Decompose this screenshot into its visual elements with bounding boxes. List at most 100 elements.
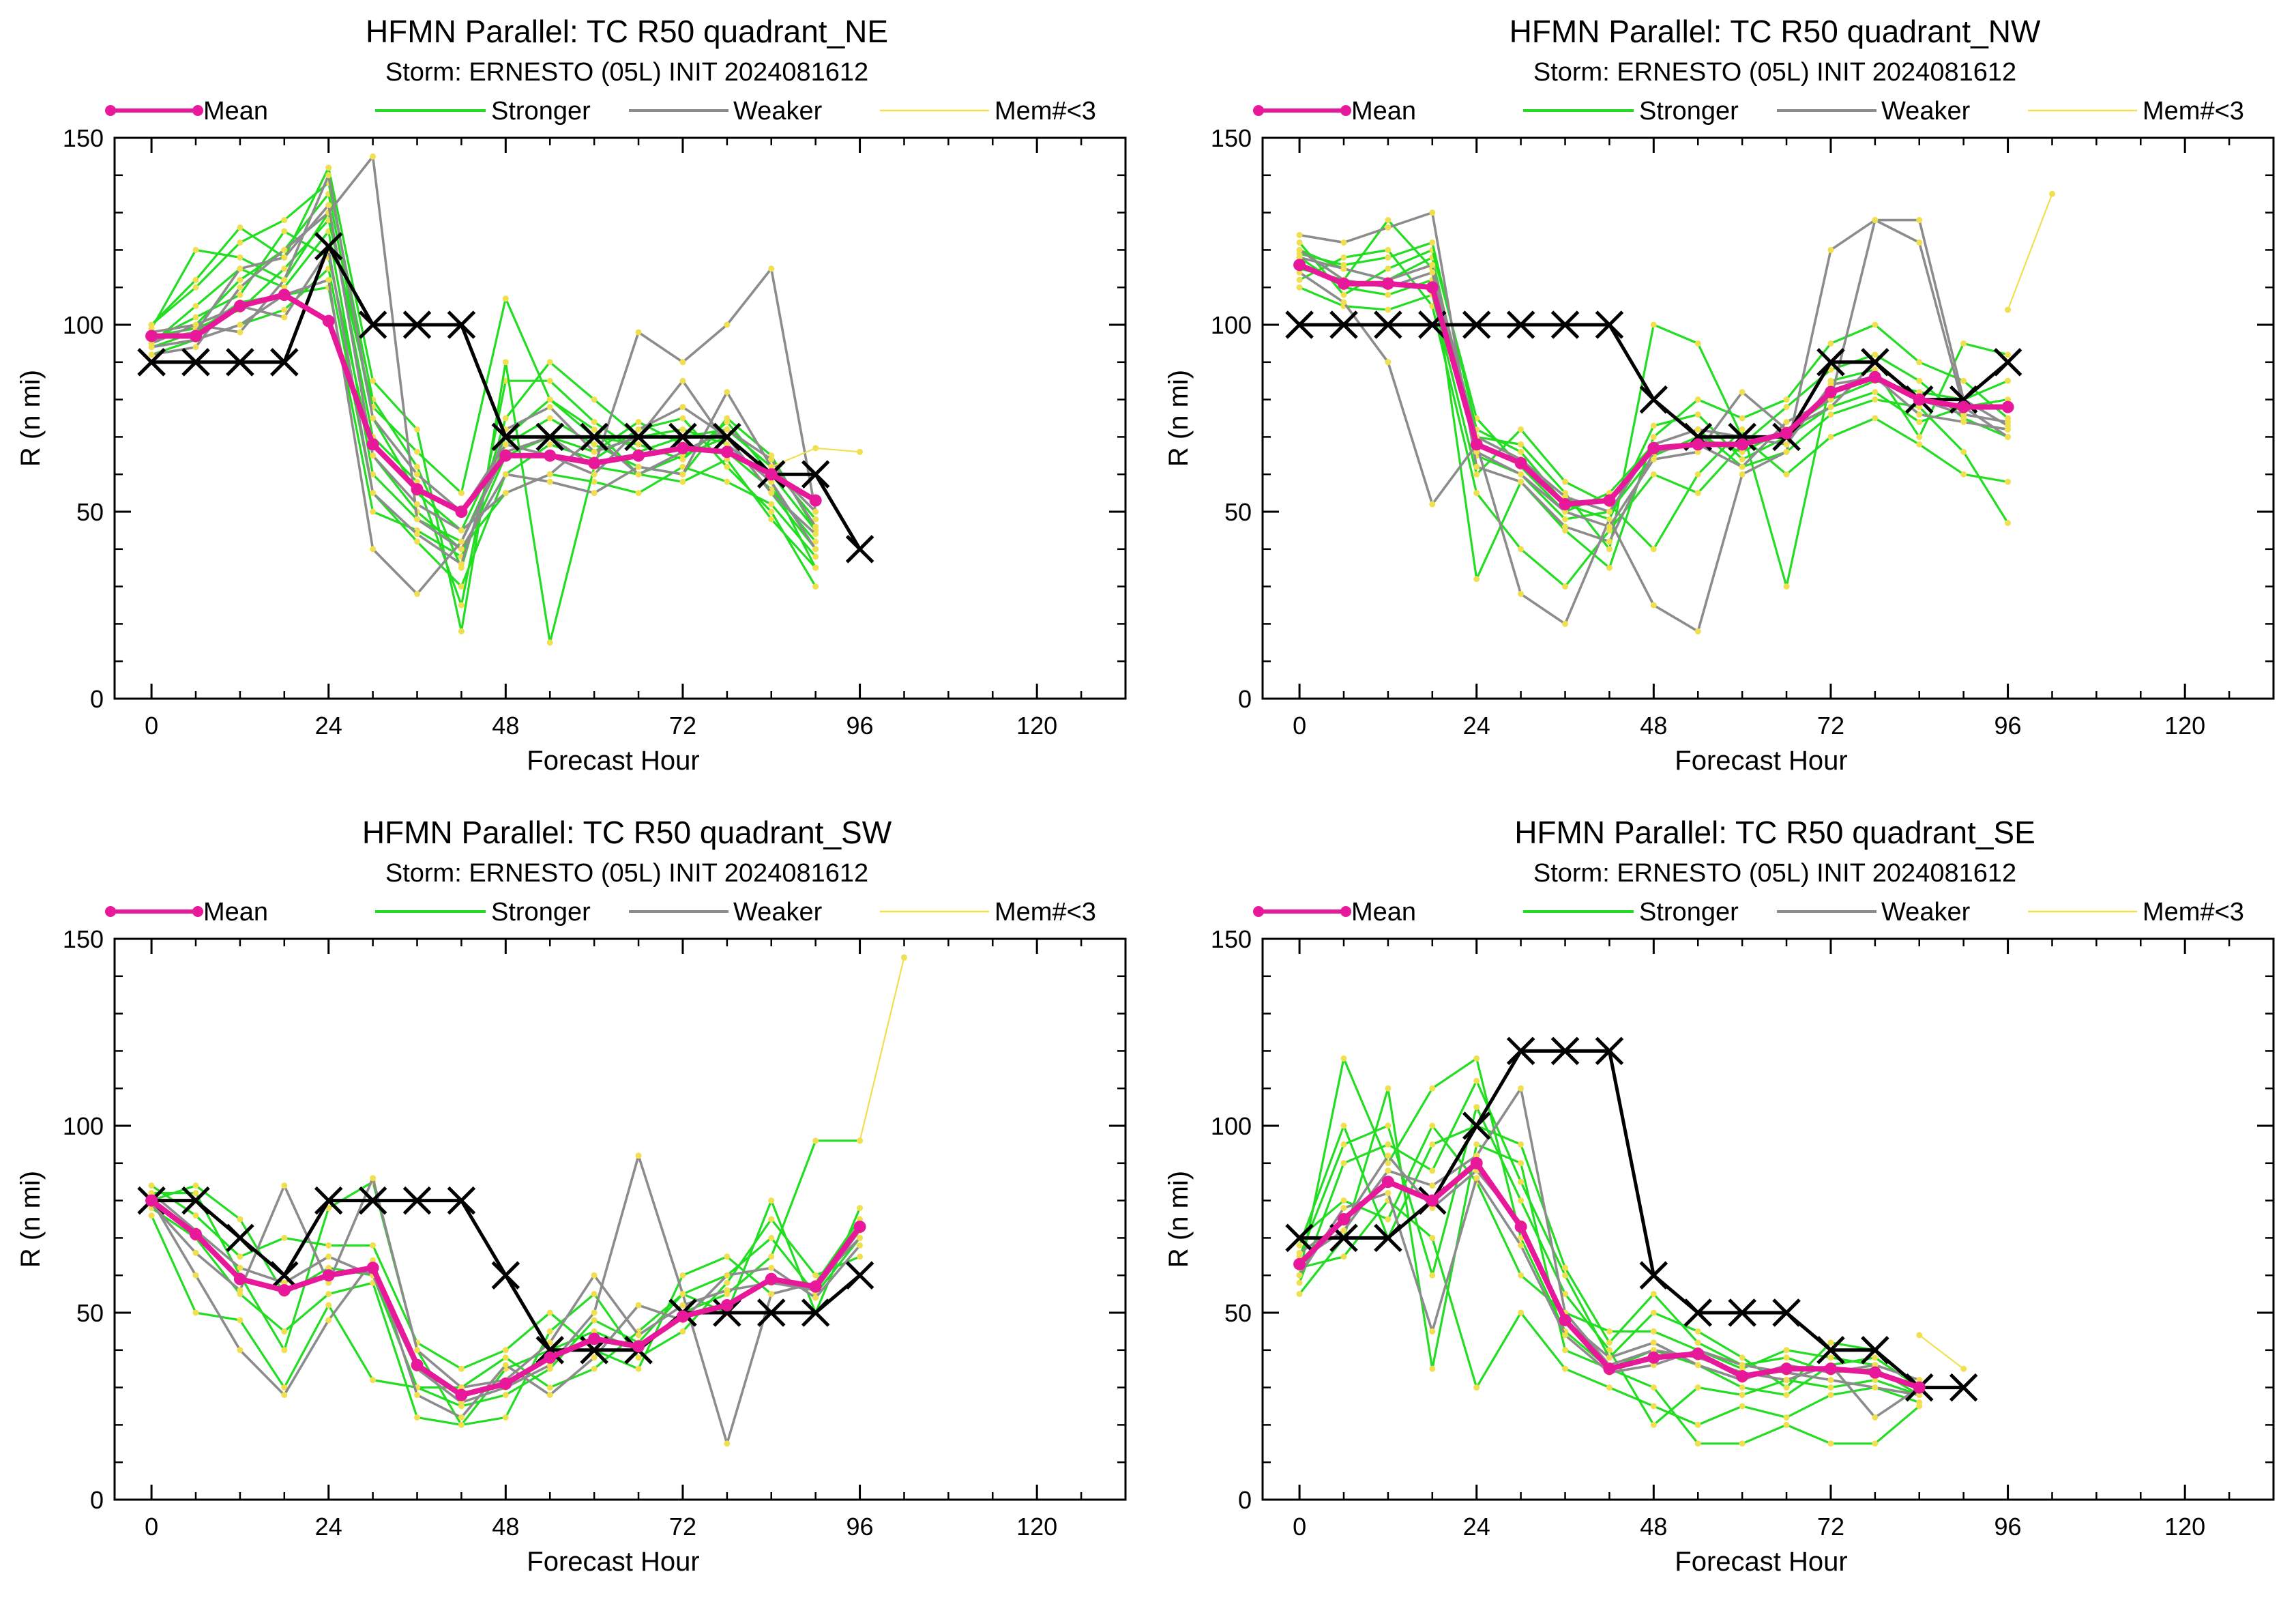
y-tick-label: 150 (1211, 925, 1252, 953)
member-point (2005, 306, 2012, 313)
member-point (1916, 411, 1923, 418)
member-point (857, 448, 864, 455)
member-point (1783, 1347, 1790, 1354)
observed-x-marker (491, 422, 520, 452)
x-axis-label: Forecast Hour (527, 1547, 699, 1577)
x-tick-label: 120 (2164, 712, 2205, 740)
y-tick-label: 100 (63, 1112, 104, 1140)
member-point (281, 1182, 288, 1189)
member-point (857, 1242, 864, 1249)
member-point (857, 1137, 864, 1144)
member-point (679, 1328, 686, 1335)
member-point (414, 1414, 421, 1421)
member-point (1783, 471, 1790, 478)
member-point (591, 1365, 598, 1372)
member-point (370, 1377, 377, 1384)
chart-panel: HFMN Parallel: TC R50 quadrant_NW Storm: … (1164, 14, 2275, 776)
member-point (1340, 239, 1347, 246)
legend-mean-marker (192, 105, 203, 116)
x-tick-label: 24 (315, 1513, 342, 1541)
member-point (237, 239, 244, 246)
mean-point (455, 1388, 468, 1401)
member-point (281, 1384, 288, 1391)
mean-point (1381, 1176, 1394, 1189)
member-point (1872, 1414, 1879, 1421)
x-tick-label: 0 (1293, 712, 1306, 740)
member-point (1694, 1384, 1701, 1391)
member-point (237, 1287, 244, 1294)
observed-x-marker (713, 1298, 741, 1327)
member-point (458, 602, 465, 609)
member-point (414, 1392, 421, 1399)
member-point (1916, 377, 1923, 384)
member-point (1340, 291, 1347, 298)
member-point (1827, 246, 1834, 253)
member-point (546, 1392, 553, 1399)
member-point (148, 344, 155, 351)
member-point (2005, 426, 2012, 433)
member-point (237, 1216, 244, 1223)
member-point (1783, 418, 1790, 425)
member-point (1562, 523, 1569, 530)
observed-x-marker (1861, 348, 1889, 377)
observed-x-marker (845, 1261, 874, 1290)
member-point (458, 1365, 465, 1372)
member-point (812, 1294, 819, 1301)
legend: Mean Stronger Weaker Mem#<3 (105, 898, 1096, 927)
member-point (1429, 1234, 1436, 1241)
member-point (1694, 411, 1701, 418)
member-point (1473, 463, 1480, 470)
member-point (1385, 265, 1392, 272)
member-point (502, 1362, 509, 1369)
weaker-member-line (151, 203, 817, 532)
member-point (370, 490, 377, 497)
x-tick-label: 120 (1016, 712, 1057, 740)
member-point (502, 441, 509, 448)
member-point (237, 224, 244, 231)
member-point (1429, 1272, 1436, 1279)
member-point (1340, 1055, 1347, 1062)
member-point (192, 1309, 199, 1316)
y-tick-label: 50 (76, 498, 104, 526)
member-point (414, 463, 421, 470)
member-point (1518, 478, 1525, 485)
member-point (325, 276, 332, 283)
observed-x-marker (1639, 1261, 1668, 1290)
stronger-member-line (151, 267, 817, 588)
mean-point (720, 446, 733, 458)
member-point (458, 546, 465, 553)
member-point (812, 531, 819, 538)
chart-subtitle: Storm: ERNESTO (05L) INIT 2024081612 (1533, 859, 2016, 888)
member-point (192, 246, 199, 253)
member-point (1606, 1354, 1613, 1361)
observed-x-marker (801, 460, 830, 489)
member-point (768, 516, 775, 523)
observed-x-marker (1462, 310, 1491, 339)
member-point (192, 1212, 199, 1219)
mean-point (1736, 1370, 1749, 1383)
member-point (281, 265, 288, 272)
mean-point (455, 506, 468, 518)
member-point (1827, 340, 1834, 347)
member-point (192, 276, 199, 283)
member-point (1783, 1392, 1790, 1399)
member-point (1650, 321, 1657, 328)
mean-point (411, 483, 424, 496)
member-point (546, 404, 553, 411)
member-point (1340, 299, 1347, 306)
legend-mean-label: Mean (1351, 898, 1416, 927)
member-point (1385, 254, 1392, 261)
member-point (1783, 404, 1790, 411)
member-point (237, 329, 244, 336)
observed-x-marker (1506, 1036, 1535, 1066)
member-point (325, 1302, 332, 1309)
member-point (1783, 583, 1790, 590)
legend-weaker-label: Weaker (1881, 97, 1971, 126)
member-point (1827, 433, 1834, 440)
member-point (635, 1354, 642, 1361)
member-point (1429, 1122, 1436, 1129)
member-point (1429, 1141, 1436, 1148)
member-point (546, 1384, 553, 1391)
member-point (1783, 1384, 1790, 1391)
member-point (1429, 261, 1436, 268)
